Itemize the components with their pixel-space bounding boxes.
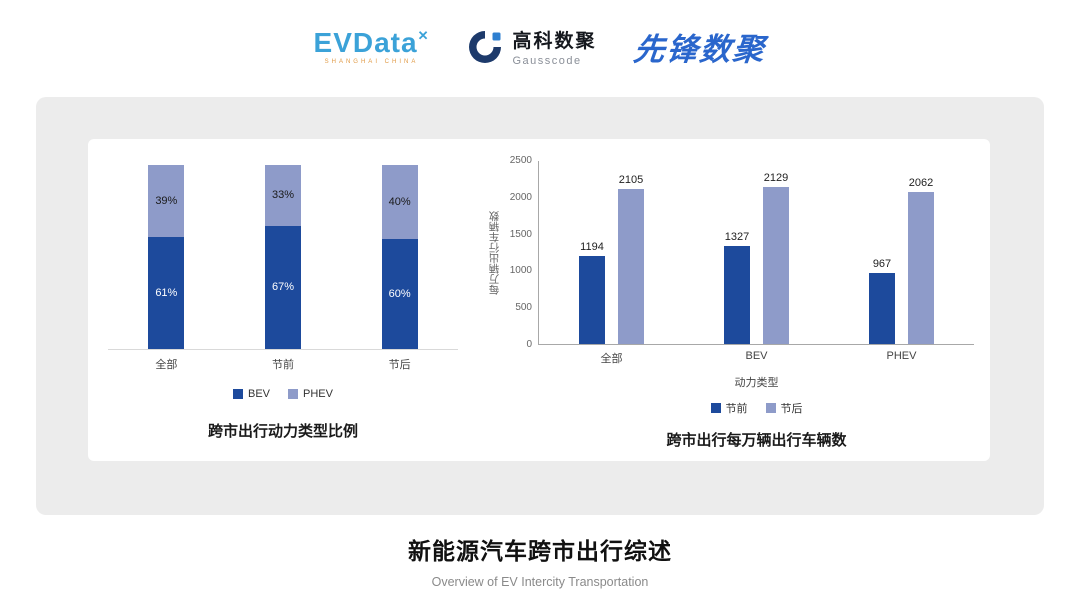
bev-segment: 61% <box>148 236 185 349</box>
segment-value-label: 61% <box>155 286 178 299</box>
bar-group: 1327 2129 <box>684 161 829 344</box>
category-label: 节后 <box>388 359 411 371</box>
evdata-wordmark: EVData <box>313 26 418 58</box>
grouped-chart-yticks: 2500 2000 1500 1000 500 0 <box>502 155 538 351</box>
legend-item: PHEV <box>288 388 333 400</box>
stacked-bar: 33% 67% <box>265 165 301 349</box>
category-label: 节前 <box>272 359 294 371</box>
grouped-chart-main: 每万辆出行车辆数 2500 2000 1500 1000 500 0 1194 2105 13… <box>486 155 974 350</box>
bar-value-label: 1327 <box>724 231 750 244</box>
gausscode-icon <box>467 29 503 65</box>
y-axis-title: 每万辆出行车辆数 <box>488 211 501 295</box>
bar-value-label: 967 <box>872 257 892 270</box>
gausscode-text: 高科数聚 Gausscode <box>512 26 596 67</box>
legend-label: 节后 <box>780 403 803 415</box>
y-tick-label: 1500 <box>509 228 532 240</box>
bar-with-label: 2062 <box>908 177 934 344</box>
grouped-chart-categories: 全部 BEV PHEV <box>539 345 974 366</box>
category-label: 全部 <box>155 359 178 371</box>
grouped-chart-title: 跨市出行每万辆出行车辆数 <box>666 432 847 449</box>
segment-value-label: 67% <box>271 281 295 294</box>
stacked-bar: 39% 61% <box>148 165 185 349</box>
category-label: PHEV <box>886 350 917 362</box>
charts-card: 39% 61% 33% 67% 40% 60% 全部 节前 节后 BEV PHEV 跨市出行动力… <box>88 139 990 461</box>
bar <box>763 187 789 344</box>
bar-value-label: 2062 <box>908 177 934 190</box>
stacked-bar-column: 39% 61% <box>108 165 225 349</box>
stacked-chart-title: 跨市出行动力类型比例 <box>207 423 358 440</box>
page-subtitle: Overview of EV Intercity Transportation <box>431 575 649 589</box>
x-axis-title: 动力类型 <box>734 377 779 389</box>
legend-label: PHEV <box>303 388 333 400</box>
bar-group: 967 2062 <box>829 161 974 344</box>
bar-with-label: 1194 <box>579 241 605 344</box>
bar-with-label: 2105 <box>618 174 644 344</box>
stacked-bar-column: 33% 67% <box>225 165 342 349</box>
bar <box>869 272 895 344</box>
segment-value-label: 60% <box>388 287 411 300</box>
y-tick-label: 2000 <box>509 191 532 203</box>
category-label: BEV <box>745 350 768 362</box>
legend-item: 节后 <box>765 400 803 416</box>
page-title: 新能源汽车跨市出行综述 <box>408 538 672 564</box>
stacked-chart-categories: 全部 节前 节后 <box>108 349 458 372</box>
gausscode-cn-name: 高科数聚 <box>512 31 597 52</box>
grouped-chart: 每万辆出行车辆数 2500 2000 1500 1000 500 0 1194 2105 13… <box>486 155 974 450</box>
phev-segment: 40% <box>381 165 418 239</box>
evdata-logo: EVData✕ SHANGHAI CHINA <box>313 26 430 65</box>
legend-item: 节前 <box>710 400 748 416</box>
phev-segment: 33% <box>265 165 301 226</box>
bar <box>724 246 750 344</box>
stacked-chart-legend: BEV PHEV <box>108 388 458 400</box>
segment-value-label: 33% <box>271 189 295 202</box>
x-icon: ✕ <box>417 27 430 43</box>
stacked-bar: 40% 60% <box>381 165 418 349</box>
legend-swatch <box>710 403 721 413</box>
legend-label: 节前 <box>725 403 748 415</box>
bar <box>579 256 605 344</box>
pioneer-logo: 先锋数聚 <box>632 32 769 67</box>
y-tick-label: 0 <box>526 338 532 350</box>
footer: 新能源汽车跨市出行综述 Overview of EV Intercity Tra… <box>0 532 1080 589</box>
bar-group: 1194 2105 <box>539 161 684 344</box>
bar-value-label: 2129 <box>763 172 789 185</box>
bar-value-label: 1194 <box>580 241 604 254</box>
legend-swatch <box>233 389 243 399</box>
legend-label: BEV <box>248 388 271 400</box>
evdata-logo-text: EVData✕ <box>313 26 430 58</box>
stacked-chart-plot: 39% 61% 33% 67% 40% 60% <box>108 165 458 349</box>
bar-with-label: 2129 <box>763 172 789 344</box>
segment-value-label: 39% <box>155 194 178 207</box>
legend-item: BEV <box>233 388 270 400</box>
bar-with-label: 967 <box>869 258 895 344</box>
gausscode-en-name: Gausscode <box>512 55 582 67</box>
bev-segment: 60% <box>381 238 418 349</box>
segment-value-label: 40% <box>388 195 411 208</box>
phev-segment: 39% <box>148 165 185 237</box>
bar <box>618 189 644 344</box>
header-logos: EVData✕ SHANGHAI CHINA 高科数聚 Gausscode 先锋… <box>0 24 1080 69</box>
grouped-chart-plot: 1194 2105 1327 2129 967 2062 <box>538 161 974 345</box>
gausscode-logo: 高科数聚 Gausscode <box>467 26 596 67</box>
category-label: 全部 <box>600 353 623 365</box>
bar-with-label: 1327 <box>724 231 750 344</box>
bar <box>908 192 934 344</box>
y-tick-label: 500 <box>515 302 532 314</box>
y-tick-label: 1000 <box>509 265 532 277</box>
y-tick-label: 2500 <box>509 155 532 166</box>
report-panel: 39% 61% 33% 67% 40% 60% 全部 节前 节后 BEV PHEV 跨市出行动力… <box>36 97 1044 515</box>
stacked-chart: 39% 61% 33% 67% 40% 60% 全部 节前 节后 BEV PHEV 跨市出行动力… <box>108 165 458 441</box>
bev-segment: 67% <box>265 225 301 349</box>
evdata-logo-subtext: SHANGHAI CHINA <box>324 58 419 65</box>
legend-swatch <box>288 389 299 399</box>
grouped-chart-legend: 节前 节后 <box>539 400 974 416</box>
bar-value-label: 2105 <box>618 174 644 187</box>
stacked-bar-column: 40% 60% <box>341 165 458 349</box>
legend-swatch <box>765 403 776 413</box>
